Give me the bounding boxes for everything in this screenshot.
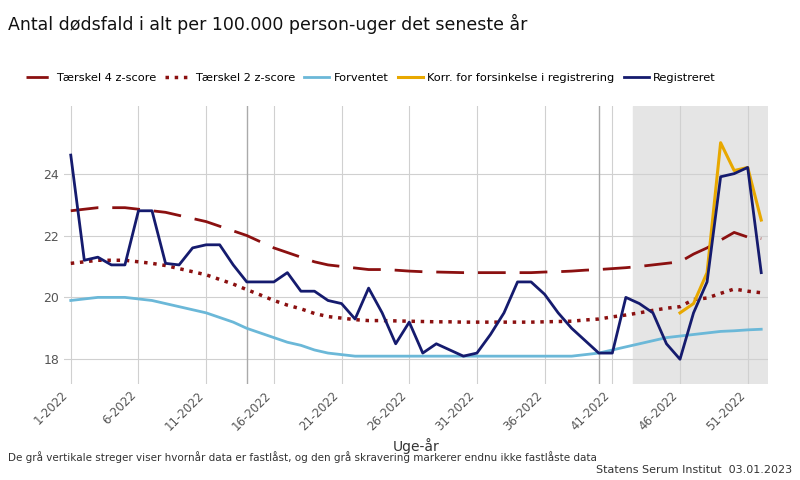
Registreret — [310, 288, 319, 294]
Text: De grå vertikale streger viser hvornår data er fastlåst, og den grå skravering m: De grå vertikale streger viser hvornår d… — [8, 451, 597, 463]
Registreret — [675, 356, 685, 362]
Bar — [633, 106, 772, 384]
Line: Tærskel 4 z-score: Tærskel 4 z-score — [70, 208, 762, 273]
Line: Korr. for forsinkelse i registrering: Korr. for forsinkelse i registrering — [680, 143, 762, 313]
X-axis label: Uge-år: Uge-år — [393, 438, 439, 455]
Korr. for forsinkelse i registrering — [675, 310, 685, 316]
Tærskel 4 z-score — [323, 262, 333, 268]
Tærskel 2 z-score — [323, 314, 333, 320]
Tærskel 2 z-score — [757, 290, 766, 296]
Tærskel 2 z-score — [93, 257, 102, 263]
Forventet — [540, 353, 550, 359]
Korr. for forsinkelse i registrering — [730, 168, 739, 173]
Line: Registreret: Registreret — [70, 155, 762, 359]
Tærskel 4 z-score — [93, 205, 102, 211]
Tærskel 2 z-score — [458, 319, 468, 325]
Tærskel 2 z-score — [66, 261, 75, 266]
Tærskel 4 z-score — [540, 269, 550, 275]
Tærskel 4 z-score — [405, 268, 414, 274]
Forventet — [66, 298, 75, 303]
Line: Forventet: Forventet — [70, 298, 762, 356]
Tærskel 4 z-score — [445, 269, 454, 275]
Text: Statens Serum Institut  03.01.2023: Statens Serum Institut 03.01.2023 — [596, 465, 792, 475]
Forventet — [93, 295, 102, 300]
Tærskel 2 z-score — [405, 318, 414, 324]
Korr. for forsinkelse i registrering — [716, 140, 726, 145]
Forventet — [458, 353, 468, 359]
Registreret — [120, 262, 130, 268]
Registreret — [486, 332, 495, 337]
Text: Antal dødsfald i alt per 100.000 person-uger det seneste år: Antal dødsfald i alt per 100.000 person-… — [8, 14, 527, 35]
Korr. for forsinkelse i registrering — [743, 165, 753, 170]
Forventet — [757, 326, 766, 332]
Legend: Tærskel 4 z-score, Tærskel 2 z-score, Forventet, Korr. for forsinkelse i registr: Tærskel 4 z-score, Tærskel 2 z-score, Fo… — [22, 68, 721, 87]
Tærskel 2 z-score — [513, 319, 522, 325]
Forventet — [134, 296, 143, 302]
Forventet — [418, 353, 427, 359]
Forventet — [323, 350, 333, 356]
Tærskel 4 z-score — [513, 270, 522, 276]
Line: Tærskel 2 z-score: Tærskel 2 z-score — [70, 260, 762, 322]
Korr. for forsinkelse i registrering — [689, 300, 698, 306]
Korr. for forsinkelse i registrering — [757, 217, 766, 223]
Korr. for forsinkelse i registrering — [702, 270, 712, 276]
Tærskel 4 z-score — [757, 236, 766, 241]
Registreret — [391, 341, 401, 347]
Tærskel 2 z-score — [134, 259, 143, 264]
Tærskel 4 z-score — [134, 206, 143, 212]
Registreret — [513, 279, 522, 285]
Tærskel 2 z-score — [445, 319, 454, 324]
Forventet — [350, 353, 360, 359]
Tærskel 2 z-score — [540, 319, 550, 324]
Registreret — [757, 270, 766, 276]
Tærskel 4 z-score — [458, 270, 468, 276]
Registreret — [66, 152, 75, 158]
Forventet — [513, 353, 522, 359]
Registreret — [716, 174, 726, 180]
Tærskel 4 z-score — [66, 208, 75, 214]
